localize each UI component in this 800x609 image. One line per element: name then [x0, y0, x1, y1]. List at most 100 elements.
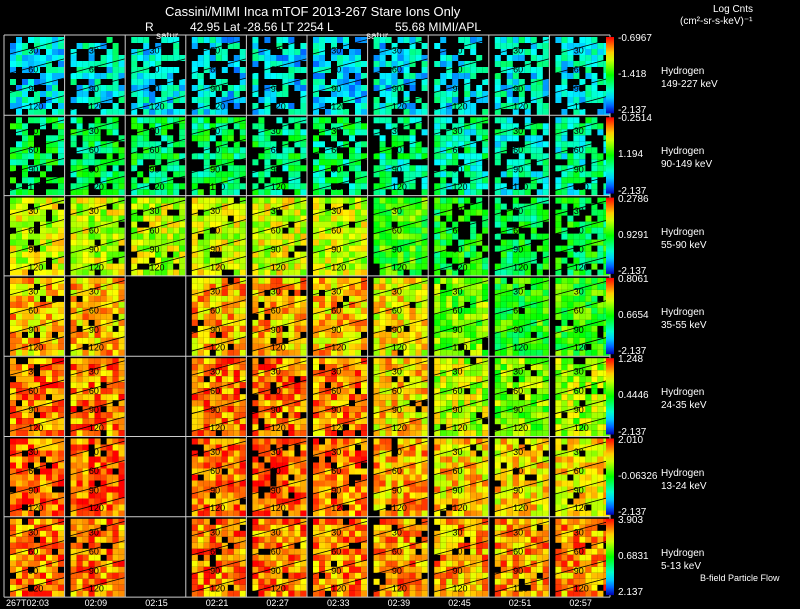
- heatmap-cell: [233, 269, 240, 276]
- heatmap-cell: [567, 73, 574, 79]
- heatmap-cell: [542, 263, 549, 270]
- heatmap-cell: [343, 91, 349, 97]
- heatmap-cell: [22, 251, 28, 258]
- heatmap-cell: [349, 227, 355, 234]
- heatmap-cell: [421, 55, 428, 61]
- heatmap-cell: [28, 215, 34, 222]
- heatmap-cell: [70, 251, 77, 258]
- heatmap-cell: [482, 91, 489, 97]
- heatmap-cell: [464, 313, 471, 320]
- contour-line: [306, 416, 368, 434]
- heatmap-cell: [397, 153, 404, 160]
- heatmap-cell: [536, 171, 543, 178]
- heatmap-cell: [300, 295, 307, 302]
- heatmap-cell: [585, 239, 592, 246]
- heatmap-cell: [421, 430, 428, 437]
- heatmap-cell: [391, 49, 398, 55]
- heatmap-cell: [58, 147, 64, 154]
- heatmap-cell: [373, 37, 380, 43]
- contour-line: [3, 255, 65, 273]
- heatmap-cell: [143, 233, 150, 240]
- heatmap-cell: [239, 55, 246, 61]
- heatmap-cell: [530, 289, 537, 296]
- heatmap-cell: [319, 103, 325, 109]
- heatmap-cell: [379, 394, 386, 401]
- heatmap-cell: [294, 313, 301, 320]
- contour-label: 90: [210, 164, 220, 174]
- heatmap-cell: [264, 412, 271, 419]
- heatmap-cell: [88, 209, 95, 216]
- heatmap-cell: [28, 313, 34, 320]
- heatmap-cell: [227, 349, 234, 356]
- heatmap-cell: [264, 91, 271, 97]
- heatmap-cell: [58, 239, 64, 246]
- heatmap-cell: [313, 257, 319, 264]
- heatmap-cell: [446, 141, 453, 148]
- heatmap-cell: [464, 147, 471, 154]
- heatmap-cell: [361, 343, 367, 350]
- heatmap-cell: [500, 295, 507, 302]
- heatmap-cell: [221, 103, 228, 109]
- heatmap-cell: [440, 307, 447, 314]
- heatmap-cell: [470, 307, 477, 314]
- contour-label: 120: [513, 262, 528, 272]
- heatmap-cell: [155, 141, 162, 148]
- heatmap-cell: [28, 227, 34, 234]
- heatmap-cell: [282, 370, 289, 377]
- heatmap-cell: [415, 97, 422, 103]
- heatmap-cell: [361, 233, 367, 240]
- heatmap-cell: [555, 313, 562, 320]
- heatmap-cell: [397, 203, 404, 210]
- contour-line: [428, 119, 489, 137]
- heatmap-cell: [391, 325, 398, 332]
- heatmap-cell: [476, 183, 483, 190]
- heatmap-cell: [137, 239, 144, 246]
- heatmap-cell: [518, 382, 525, 389]
- heatmap-cell: [512, 251, 519, 258]
- heatmap-cell: [355, 227, 361, 234]
- heatmap-cell: [591, 277, 598, 284]
- heatmap-cell: [106, 109, 113, 115]
- heatmap-cell: [470, 325, 477, 332]
- heatmap-cell: [264, 61, 271, 67]
- heatmap-cell: [597, 343, 604, 350]
- heatmap-cell: [76, 370, 83, 377]
- heatmap-cell: [215, 358, 222, 365]
- heatmap-cell: [221, 239, 228, 246]
- heatmap-cell: [100, 209, 107, 216]
- heatmap-cell: [379, 73, 386, 79]
- heatmap-cell: [94, 221, 101, 228]
- heatmap-cell: [536, 424, 543, 431]
- heatmap-cell: [233, 358, 240, 365]
- heatmap-cell: [94, 424, 101, 431]
- heatmap-cell: [294, 319, 301, 326]
- heatmap-cell: [379, 358, 386, 365]
- heatmap-cell: [215, 388, 222, 395]
- heatmap-cell: [464, 189, 471, 196]
- heatmap-cell: [264, 245, 271, 252]
- heatmap-cell: [579, 165, 586, 172]
- heatmap-cell: [167, 67, 174, 73]
- heatmap-cell: [512, 159, 519, 166]
- heatmap-cell: [391, 263, 398, 270]
- heatmap-cell: [300, 129, 307, 136]
- heatmap-cell: [94, 129, 101, 136]
- heatmap-cell: [112, 424, 119, 431]
- heatmap-cell: [415, 388, 422, 395]
- heatmap-cell: [325, 325, 331, 332]
- heatmap-cell: [215, 97, 222, 103]
- heatmap-cell: [294, 343, 301, 350]
- heatmap-cell: [106, 197, 113, 204]
- heatmap-cell: [409, 263, 416, 270]
- heatmap-cell: [10, 319, 16, 326]
- heatmap-cell: [379, 277, 386, 284]
- heatmap-cell: [197, 197, 204, 204]
- heatmap-cell: [325, 430, 331, 437]
- heatmap-cell: [22, 313, 28, 320]
- heatmap-cell: [209, 73, 216, 79]
- heatmap-cell: [167, 227, 174, 234]
- heatmap-cell: [470, 263, 477, 270]
- heatmap-cell: [325, 239, 331, 246]
- heatmap-cell: [10, 331, 16, 338]
